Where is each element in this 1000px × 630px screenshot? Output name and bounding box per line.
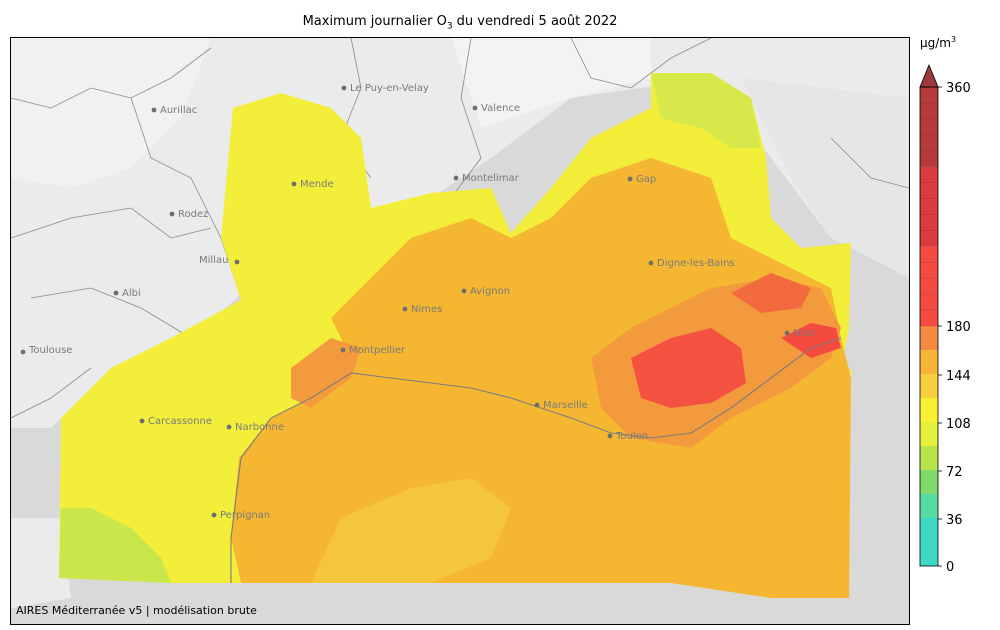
colorbar-unit-sup: 3 [950,35,957,44]
city-label: Valence [481,103,520,114]
city-marker [402,306,408,312]
title-prefix: Maximum journalier O [302,14,447,29]
city-label: Digne-les-Bains [657,258,735,269]
city-marker [453,175,459,181]
colorbar-step [920,246,938,326]
city-label: Narbonne [235,422,284,433]
city-marker [113,290,119,296]
colorbar-unit: µg/m3 [920,35,956,50]
city-marker [627,176,633,182]
ozone-map[interactable]: Aurillac Le Puy-en-Velay Valence Mende Rodez… [11,38,909,624]
city-marker [151,107,157,113]
city-label: Montelimar [462,173,520,184]
coastline [230,337,842,583]
colorbar-ticks: 0 36 72 108 144 180 360 [938,81,971,575]
colorbar-step [920,326,938,350]
zone-yellow-inner [311,478,511,583]
zone-dark-orange-w [291,338,361,408]
city-label: Toulon [615,431,648,442]
colorbar-unit-text: µg/m [920,36,951,50]
colorbar-step [920,398,938,422]
colorbar-step [920,518,938,566]
city-label: Avignon [470,286,510,297]
zone-green [59,508,171,583]
colorbar-outline [919,86,939,567]
zone-red-nice [781,323,841,358]
colorbar-step [920,166,938,247]
map-frame[interactable]: Aurillac Le Puy-en-Velay Valence Mende Rodez… [10,37,910,625]
city-marker [211,512,217,518]
credit-text: AIRES Méditerranée v5 | modélisation bru… [16,604,257,617]
colorbar-tick-label: 108 [946,417,971,432]
colorbar-extend-arrow [919,63,939,88]
city-label: Nimes [411,304,442,315]
colorbar-tick-label: 0 [946,560,954,575]
colorbar-step [920,374,938,398]
city-marker [607,433,613,439]
zone-green-north [651,73,761,148]
city-label: Montpellier [349,345,406,356]
colorbar-step [920,350,938,374]
colorbar-step [920,470,938,494]
city-label: Gap [636,174,656,185]
colorbar-steps [919,63,939,567]
city-label: Aurillac [160,105,197,116]
city-marker [340,347,346,353]
city-marker [169,211,175,217]
zone-red-var [631,328,746,408]
city-label: Carcassonne [148,416,212,427]
city-label: Le Puy-en-Velay [350,83,429,94]
city-marker [461,288,467,294]
colorbar-tick-label: 72 [946,465,963,480]
city-label: Albi [122,288,141,299]
colorbar-tick-label: 360 [946,81,971,96]
zone-orange [231,158,851,598]
city-marker [534,402,540,408]
ozone-zones [59,73,851,598]
colorbar-tick-label: 180 [946,320,971,335]
city-label: Millau [199,255,228,266]
city-label: Nice [793,328,815,339]
city-label: Marseille [543,400,588,411]
colorbar-step [920,494,938,518]
city-marker [784,330,790,336]
title-subscript: 3 [446,21,453,32]
map-title: Maximum journalier O3 du vendredi 5 août… [10,14,910,32]
city-marker [341,85,347,91]
colorbar-step [920,446,938,470]
city-marker [20,349,26,355]
city-marker [226,424,232,430]
city-marker [648,260,654,266]
title-suffix: du vendredi 5 août 2022 [452,14,618,29]
colorbar-step [920,422,938,446]
colorbar-tick-label: 36 [946,513,963,528]
city-marker [291,181,297,187]
cities-layer: Aurillac Le Puy-en-Velay Valence Mende Rodez… [20,83,815,521]
city-marker [234,259,240,265]
city-marker [472,105,478,111]
colorbar-tick-label: 144 [946,369,971,384]
city-label: Rodez [178,209,208,220]
city-label: Toulouse [28,345,72,356]
colorbar: 0 36 72 108 144 180 360 [919,63,971,575]
city-label: Mende [300,179,334,190]
city-label: Perpignan [220,510,270,521]
colorbar-step [920,87,938,167]
zone-red-north [731,273,811,313]
city-marker [139,418,145,424]
